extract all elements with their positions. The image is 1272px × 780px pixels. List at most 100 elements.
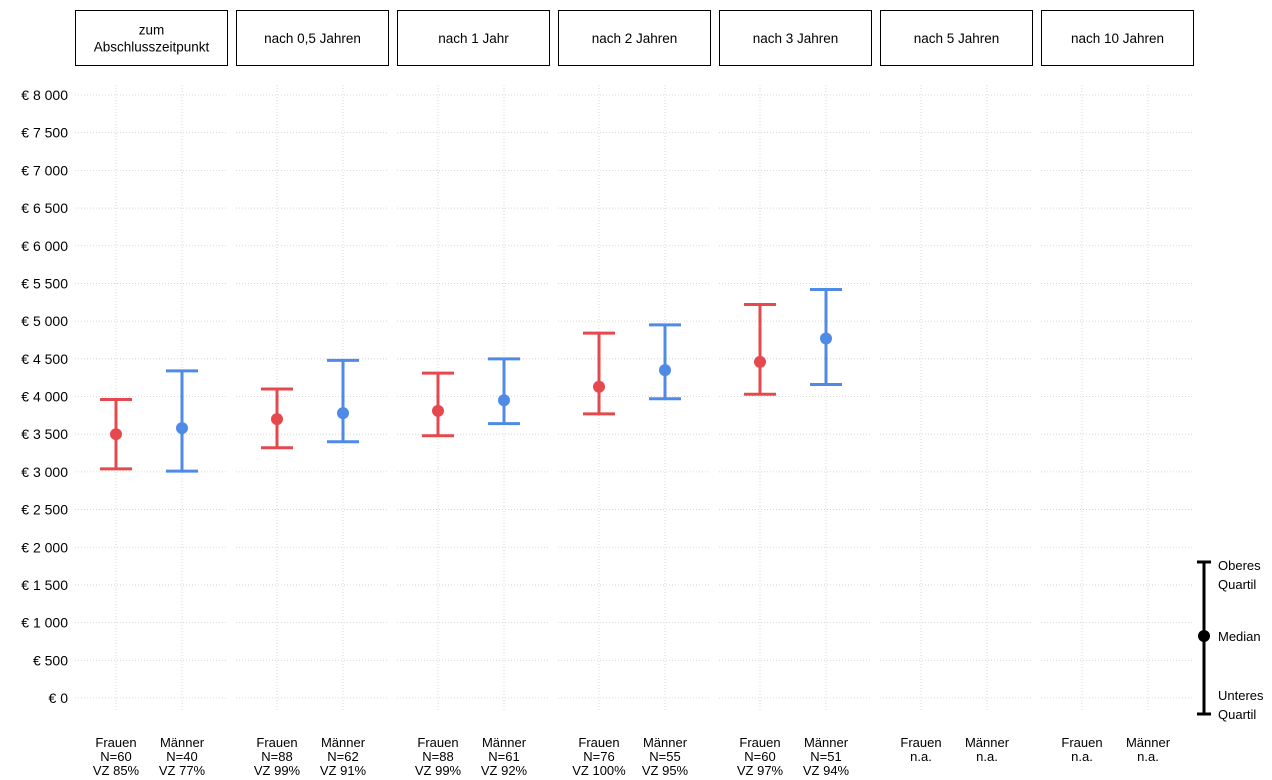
group-n-label: n.a. [1137, 749, 1159, 764]
y-tick-label: € 2 000 [21, 539, 68, 555]
group-n-label: n.a. [976, 749, 998, 764]
median-point [659, 364, 671, 377]
legend-upper-label: Quartil [1218, 577, 1256, 592]
group-vz-label: VZ 94% [803, 763, 850, 778]
errorbar-maenner [649, 323, 681, 401]
group-n-label: N=55 [649, 749, 680, 764]
y-tick-label: € 6 500 [21, 200, 68, 216]
group-label: Frauen [578, 735, 619, 750]
panel-header-label: nach 5 Jahren [914, 31, 1000, 46]
group-n-label: N=88 [422, 749, 453, 764]
group-n-label: N=62 [327, 749, 358, 764]
panel-header-box [397, 10, 550, 66]
y-tick-label: € 2 500 [21, 502, 68, 518]
group-label: Frauen [900, 735, 941, 750]
group-label: Männer [804, 735, 849, 750]
errorbar-maenner [488, 357, 520, 426]
y-axis: € 0 € 500 € 1 000 € 1 500 € 2 000 € 2 500 € 3 … [21, 87, 68, 706]
group-n-label: N=60 [100, 749, 131, 764]
group-label: Frauen [1061, 735, 1102, 750]
y-tick-label: € 8 000 [21, 87, 68, 103]
legend-lower-label: Unteres [1218, 688, 1264, 703]
errorbar-frauen [100, 398, 132, 471]
group-vz-label: VZ 97% [737, 763, 784, 778]
errorbar-maenner [810, 287, 842, 386]
group-n-label: N=51 [810, 749, 841, 764]
group-label: Männer [321, 735, 366, 750]
errorbar-maenner [166, 369, 198, 473]
y-tick-label: € 1 500 [21, 577, 68, 593]
y-tick-label: € 6 000 [21, 238, 68, 254]
panel-header-label: nach 2 Jahren [592, 31, 678, 46]
panel-header-box [236, 10, 389, 66]
group-label: Männer [1126, 735, 1171, 750]
median-point [271, 413, 283, 426]
legend: Oberes Quartil Median Unteres Quartil [1197, 558, 1264, 722]
panel-header-box [1041, 10, 1194, 66]
y-tick-label: € 7 000 [21, 162, 68, 178]
group-n-label: N=61 [488, 749, 519, 764]
errorbar-frauen [744, 303, 776, 396]
group-label: Männer [482, 735, 527, 750]
panel-header-box [558, 10, 711, 66]
group-label: Frauen [95, 735, 136, 750]
panel-header-label: nach 3 Jahren [753, 31, 839, 46]
group-vz-label: VZ 99% [415, 763, 462, 778]
group-label: Männer [965, 735, 1010, 750]
median-point [337, 407, 349, 420]
y-tick-label: € 7 500 [21, 125, 68, 141]
panel-header-box [719, 10, 872, 66]
errorbar-maenner [327, 358, 359, 444]
panel-header-label: nach 0,5 Jahren [264, 31, 361, 46]
panel-header-label: nach 1 Jahr [438, 31, 509, 46]
group-label: Männer [643, 735, 688, 750]
median-point [110, 428, 122, 441]
y-tick-label: € 500 [33, 652, 68, 668]
group-vz-label: VZ 100% [572, 763, 626, 778]
panel-header-label: nach 10 Jahren [1071, 31, 1164, 46]
group-vz-label: VZ 99% [254, 763, 301, 778]
y-tick-label: € 1 000 [21, 615, 68, 631]
group-n-label: N=88 [261, 749, 292, 764]
errorbar-frauen [583, 331, 615, 416]
group-n-label: N=40 [166, 749, 197, 764]
y-tick-label: € 3 000 [21, 464, 68, 480]
group-vz-label: VZ 77% [159, 763, 206, 778]
group-label: Frauen [739, 735, 780, 750]
group-vz-label: VZ 95% [642, 763, 689, 778]
group-vz-label: VZ 91% [320, 763, 367, 778]
y-tick-label: € 4 500 [21, 351, 68, 367]
errorbar-frauen [261, 387, 293, 450]
y-tick-label: € 0 [49, 690, 69, 706]
group-vz-label: VZ 85% [93, 763, 140, 778]
panel-header-label: zum [139, 23, 165, 38]
y-tick-label: € 5 000 [21, 313, 68, 329]
group-n-label: N=60 [744, 749, 775, 764]
median-point [754, 355, 766, 368]
median-point [593, 380, 605, 393]
median-point [498, 394, 510, 407]
errorbar-frauen [422, 371, 454, 438]
group-label: Frauen [256, 735, 297, 750]
median-point [176, 422, 188, 435]
group-n-label: n.a. [910, 749, 932, 764]
group-label: Männer [160, 735, 205, 750]
median-point [820, 332, 832, 345]
grid [75, 85, 1194, 710]
panel-header-box [75, 10, 228, 66]
group-vz-label: VZ 92% [481, 763, 528, 778]
legend-median-point [1198, 630, 1210, 642]
y-tick-label: € 5 500 [21, 275, 68, 291]
group-n-label: n.a. [1071, 749, 1093, 764]
legend-median-label: Median [1218, 629, 1261, 644]
panel-header-label: Abschlusszeitpunkt [94, 40, 210, 55]
median-point [432, 404, 444, 417]
